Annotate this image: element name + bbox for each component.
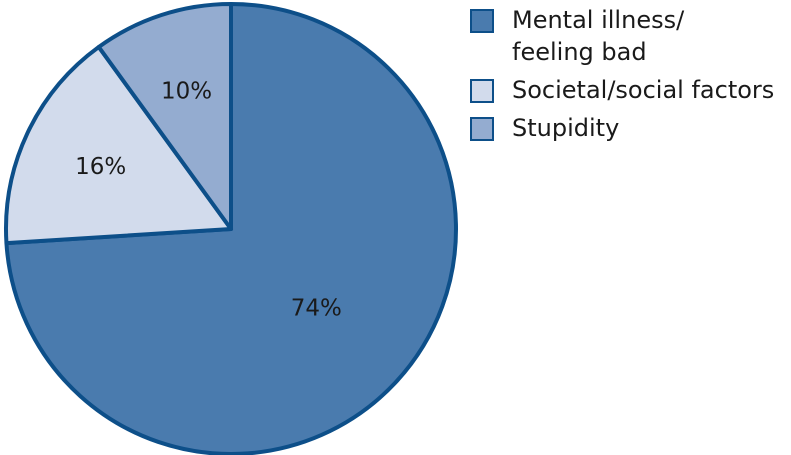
slice-label: 10% <box>161 79 212 105</box>
legend-swatch <box>470 79 494 103</box>
legend-item: Mental illness/ feeling bad <box>470 4 774 68</box>
legend-item: Societal/social factors <box>470 74 774 106</box>
legend: Mental illness/ feeling bad Societal/soci… <box>470 4 774 150</box>
pie-slice <box>4 44 233 246</box>
legend-label: Mental illness/ feeling bad <box>512 6 685 66</box>
slice-label: 74% <box>291 296 342 322</box>
pie-slice <box>96 2 233 231</box>
slice-label: 16% <box>75 154 126 180</box>
pie: 74% 16% 10% <box>4 2 458 455</box>
legend-label: Stupidity <box>512 114 620 142</box>
legend-item: Stupidity <box>470 112 774 144</box>
legend-swatch <box>470 117 494 141</box>
legend-label: Societal/social factors <box>512 76 775 104</box>
legend-swatch <box>470 9 494 33</box>
